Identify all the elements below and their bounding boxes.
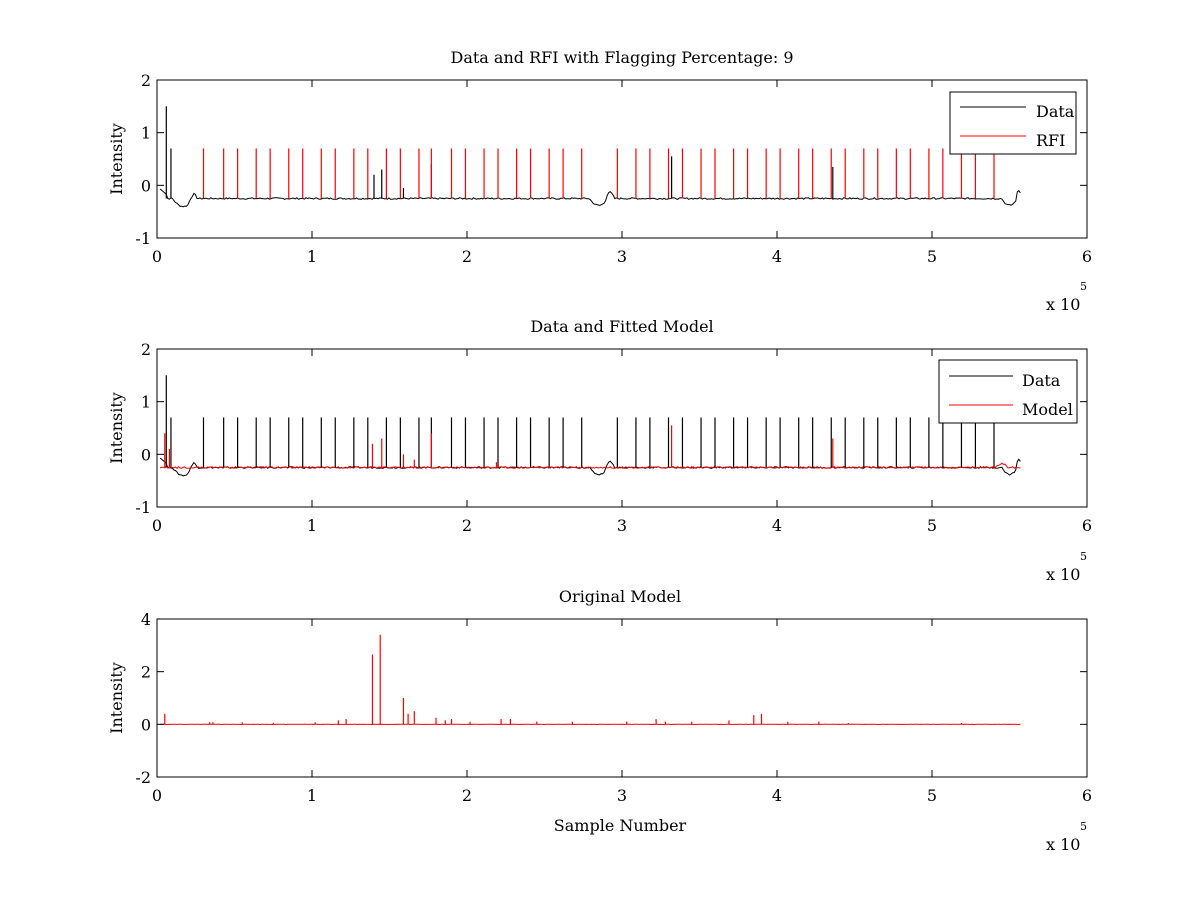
panel-2-x-exponent-label: x 10 [1046,565,1080,584]
panel-2-marks [159,375,1021,477]
y-tick-label: 2 [141,71,151,90]
baseline-trace [159,188,1021,208]
x-tick-label: 6 [1082,247,1092,266]
x-tick-label: 3 [617,516,627,535]
panel-1-marks [159,106,1021,208]
y-tick-label: -1 [135,229,151,248]
panel-1-title: Data and RFI with Flagging Percentage: 9 [450,48,793,67]
y-tick-label: 0 [141,445,151,464]
panel-3-x-exponent-power: 5 [1080,820,1087,833]
x-tick-label: 6 [1082,516,1092,535]
x-tick-label: 2 [462,247,472,266]
y-tick-label: 1 [141,124,151,143]
x-tick-label: 1 [307,516,317,535]
x-tick-label: 6 [1082,786,1092,805]
x-tick-label: 4 [772,786,782,805]
panel-3-title: Original Model [559,587,681,606]
panel-2-legend-label-data: Data [1022,371,1061,390]
x-tick-label: 5 [927,247,937,266]
model-trace [159,462,1021,469]
x-tick-label: 2 [462,786,472,805]
x-tick-label: 1 [307,247,317,266]
panel-1-legend-box [949,91,1077,155]
y-tick-label: 0 [141,176,151,195]
panel-2-legend-label-model: Model [1022,400,1073,419]
y-tick-label: -2 [135,768,151,787]
y-tick-label: 1 [141,393,151,412]
panel-2-title: Data and Fitted Model [530,317,713,336]
panel-1-legend-label-rfi: RFI [1036,131,1065,150]
y-tick-label: 2 [141,340,151,359]
y-tick-label: 4 [141,610,151,629]
x-tick-label: 2 [462,516,472,535]
x-tick-label: 4 [772,516,782,535]
panel-3-ylabel: Intensity [107,662,126,734]
y-tick-label: 2 [141,663,151,682]
panel-3-xlabel: Sample Number [554,816,687,835]
x-tick-label: 0 [152,247,162,266]
panel-2-legend-box [938,359,1078,424]
panel-1-legend: Data RFI [949,91,1077,155]
panel-1-legend-label-data: Data [1036,102,1075,121]
panel-1-x-exponent-label: x 10 [1046,295,1080,314]
panel-3-marks [160,634,1021,726]
y-tick-label: -1 [135,498,151,517]
panel-2-legend: Data Model [938,359,1078,424]
x-tick-label: 0 [152,516,162,535]
x-tick-label: 5 [927,516,937,535]
x-tick-label: 5 [927,786,937,805]
panel-1-x-exponent-power: 5 [1080,280,1087,293]
y-tick-label: 0 [141,715,151,734]
x-tick-label: 0 [152,786,162,805]
panel-2-x-exponent-power: 5 [1080,550,1087,563]
panel-3-x-exponent-label: x 10 [1046,835,1080,854]
x-tick-label: 3 [617,247,627,266]
x-tick-label: 3 [617,786,627,805]
panel-1-ylabel: Intensity [107,123,126,195]
panel-2-ylabel: Intensity [107,392,126,464]
x-tick-label: 4 [772,247,782,266]
x-tick-label: 1 [307,786,317,805]
